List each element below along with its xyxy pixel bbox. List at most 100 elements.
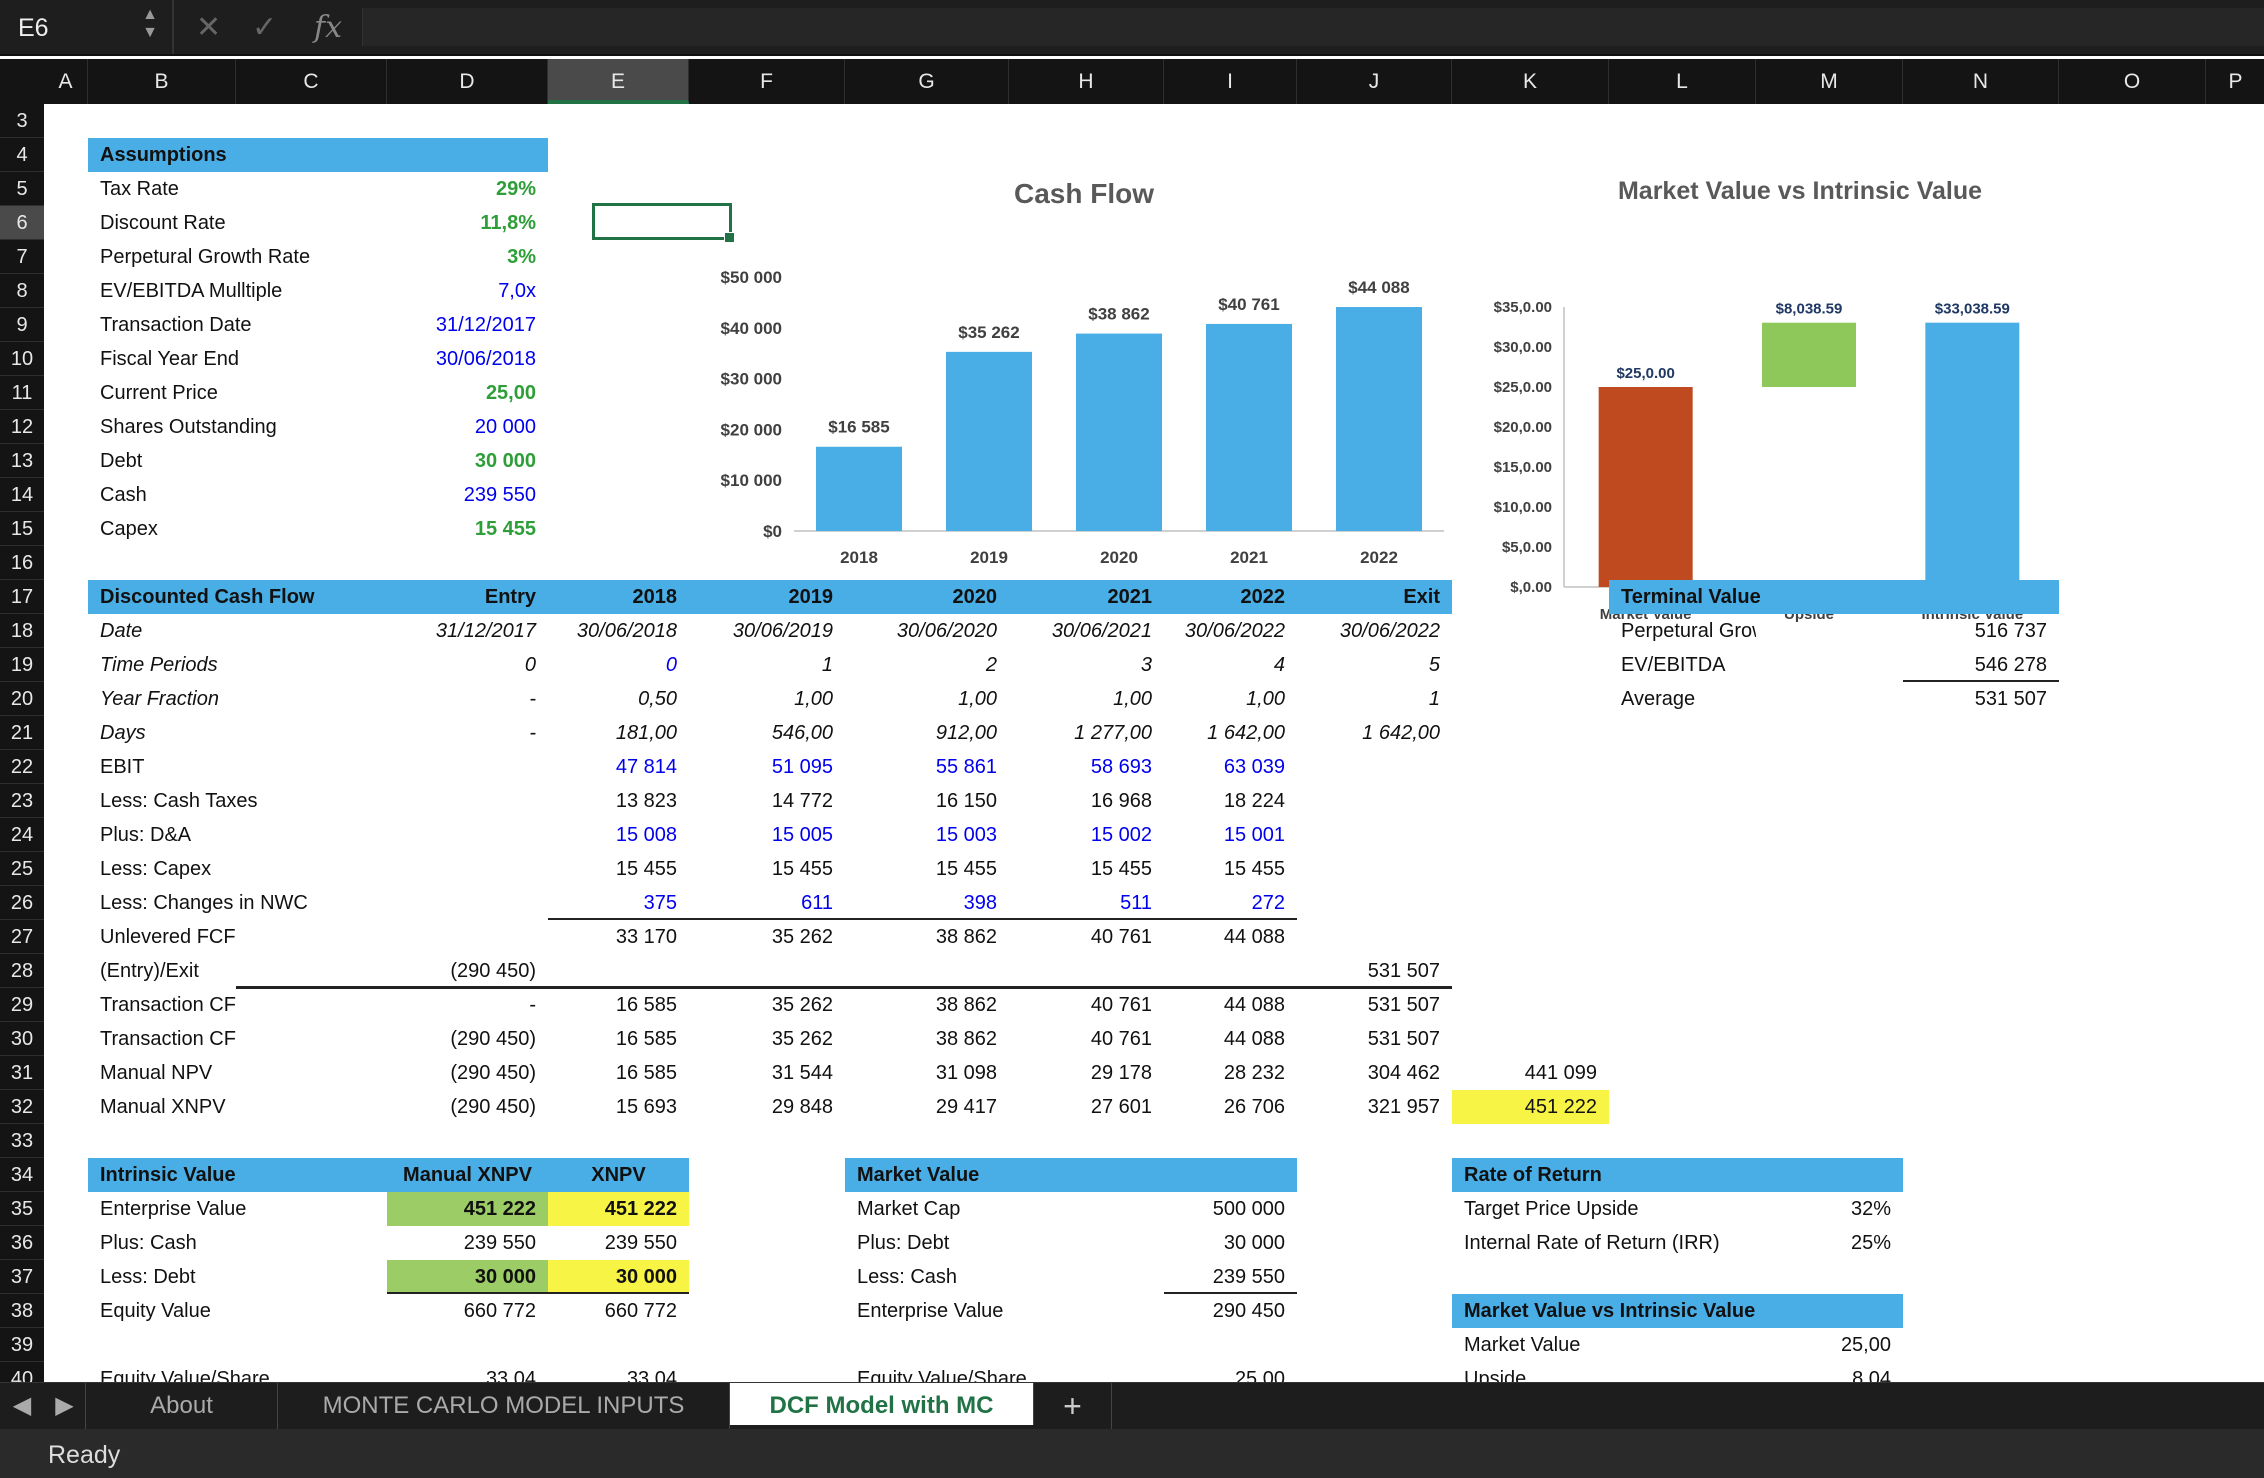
mv-vs-iv-value[interactable]: 8,04 bbox=[1852, 1368, 1891, 1382]
dcf-row-label[interactable]: Year Fraction bbox=[100, 688, 219, 710]
dcf-value[interactable]: 38 862 bbox=[935, 994, 997, 1016]
row-header-30[interactable]: 30 bbox=[0, 1022, 44, 1056]
dcf-row-label[interactable]: Manual NPV bbox=[100, 1062, 213, 1084]
dcf-value[interactable]: 30/06/2021 bbox=[1051, 620, 1152, 642]
dcf-value[interactable]: 546,00 bbox=[771, 722, 833, 744]
dcf-value[interactable]: 40 761 bbox=[1090, 1028, 1152, 1050]
assumption-label[interactable]: Perpetural Growth Rate bbox=[100, 246, 311, 268]
row-header-3[interactable]: 3 bbox=[0, 104, 44, 138]
dcf-value[interactable]: 30/06/2022 bbox=[1339, 620, 1440, 642]
terminal-value-label[interactable]: Average bbox=[1621, 688, 1696, 710]
dcf-row-label[interactable]: Transaction CF bbox=[100, 1028, 236, 1050]
assumption-label[interactable]: Debt bbox=[100, 450, 143, 472]
dcf-value[interactable]: 13 823 bbox=[615, 790, 677, 812]
xnpv-header[interactable]: XNPV bbox=[548, 1158, 689, 1192]
row-header-26[interactable]: 26 bbox=[0, 886, 44, 920]
column-header-b[interactable]: B bbox=[88, 59, 236, 104]
xnpv-value[interactable]: 30 000 bbox=[548, 1260, 689, 1294]
dcf-col-header[interactable]: 2022 bbox=[1164, 580, 1297, 614]
row-header-39[interactable]: 39 bbox=[0, 1328, 44, 1362]
dcf-value[interactable]: 40 761 bbox=[1090, 994, 1152, 1016]
market-value-value[interactable]: 25,00 bbox=[1234, 1368, 1285, 1382]
rate-of-return-label[interactable]: Internal Rate of Return (IRR) bbox=[1464, 1232, 1720, 1254]
dcf-row-label[interactable]: Plus: D&A bbox=[100, 824, 192, 846]
dcf-value[interactable]: 0 bbox=[665, 654, 677, 676]
dcf-value[interactable]: 26 706 bbox=[1223, 1096, 1285, 1118]
dcf-value[interactable]: 16 585 bbox=[615, 994, 677, 1016]
column-header-m[interactable]: M bbox=[1756, 59, 1903, 104]
terminal-value-header[interactable]: Terminal Value bbox=[1609, 580, 2059, 614]
dcf-value[interactable] bbox=[1297, 818, 1452, 852]
market-value-label[interactable]: Plus: Debt bbox=[857, 1232, 950, 1254]
assumption-label[interactable]: Discount Rate bbox=[100, 212, 226, 234]
mv-vs-iv-value[interactable]: 25,00 bbox=[1840, 1334, 1891, 1356]
dcf-col-header[interactable]: 2021 bbox=[1009, 580, 1164, 614]
intrinsic-value-label[interactable]: Equity Value/Share bbox=[100, 1368, 270, 1382]
dcf-value[interactable]: 0 bbox=[524, 654, 536, 676]
dcf-value[interactable]: 3 bbox=[1140, 654, 1152, 676]
dcf-value[interactable]: 31 544 bbox=[771, 1062, 833, 1084]
assumption-value[interactable]: 20 000 bbox=[474, 416, 536, 438]
dcf-value[interactable]: 33 170 bbox=[615, 926, 677, 948]
row-header-5[interactable]: 5 bbox=[0, 172, 44, 206]
dcf-value[interactable]: 16 150 bbox=[935, 790, 997, 812]
market-value-value[interactable]: 500 000 bbox=[1212, 1198, 1285, 1220]
row-header-38[interactable]: 38 bbox=[0, 1294, 44, 1328]
assumption-value[interactable]: 25,00 bbox=[485, 382, 536, 404]
assumption-label[interactable]: Transaction Date bbox=[100, 314, 252, 336]
npv-result[interactable]: 441 099 bbox=[1524, 1062, 1597, 1084]
dcf-value[interactable]: 15 455 bbox=[615, 858, 677, 880]
row-header-23[interactable]: 23 bbox=[0, 784, 44, 818]
selected-cell-e6[interactable] bbox=[592, 203, 735, 243]
dcf-row-label[interactable]: Transaction CF bbox=[100, 994, 236, 1016]
assumption-value[interactable]: 30/06/2018 bbox=[435, 348, 536, 370]
dcf-value[interactable]: 15 455 bbox=[1090, 858, 1152, 880]
dcf-row-label[interactable]: Less: Changes in NWC bbox=[100, 892, 308, 914]
dcf-value[interactable]: 38 862 bbox=[935, 1028, 997, 1050]
market-value-value[interactable]: 290 450 bbox=[1212, 1300, 1285, 1322]
rate-of-return-header[interactable]: Rate of Return bbox=[1452, 1158, 1903, 1192]
assumption-value[interactable]: 31/12/2017 bbox=[435, 314, 536, 336]
terminal-value-label[interactable]: EV/EBITDA bbox=[1621, 654, 1726, 676]
add-sheet-icon[interactable]: + bbox=[1034, 1383, 1112, 1429]
dcf-value[interactable]: 16 585 bbox=[615, 1028, 677, 1050]
dcf-row-label[interactable]: Days bbox=[100, 722, 146, 744]
formula-input[interactable] bbox=[362, 8, 2264, 46]
dcf-value[interactable]: 321 957 bbox=[1367, 1096, 1440, 1118]
column-header-l[interactable]: L bbox=[1609, 59, 1756, 104]
tab-dcf-model-with-mc[interactable]: DCF Model with MC bbox=[730, 1383, 1034, 1425]
dcf-col-header[interactable]: Exit bbox=[1297, 580, 1452, 614]
dcf-value[interactable]: 1 642,00 bbox=[1362, 722, 1440, 744]
dcf-row-label[interactable]: Date bbox=[100, 620, 143, 642]
dcf-value[interactable]: 47 814 bbox=[615, 756, 677, 778]
dcf-value[interactable] bbox=[387, 818, 548, 852]
dcf-value[interactable]: 0,50 bbox=[638, 688, 677, 710]
tab-monte-carlo-model-inputs[interactable]: MONTE CARLO MODEL INPUTS bbox=[278, 1383, 730, 1429]
dcf-value[interactable]: 1 bbox=[821, 654, 833, 676]
column-header-k[interactable]: K bbox=[1452, 59, 1609, 104]
rate-of-return-value[interactable]: 32% bbox=[1850, 1198, 1891, 1220]
row-header-9[interactable]: 9 bbox=[0, 308, 44, 342]
dcf-value[interactable]: 44 088 bbox=[1223, 994, 1285, 1016]
dcf-value[interactable]: 15 003 bbox=[935, 824, 997, 846]
dcf-value[interactable]: 44 088 bbox=[1223, 926, 1285, 948]
dcf-value[interactable]: 611 bbox=[689, 886, 845, 920]
dcf-value[interactable] bbox=[845, 954, 1009, 988]
terminal-value-label[interactable]: Perpetural Growth bbox=[1621, 620, 1756, 642]
dcf-value[interactable] bbox=[1009, 954, 1164, 988]
intrinsic-value-label[interactable]: Enterprise Value bbox=[100, 1198, 247, 1220]
dcf-value[interactable]: 2 bbox=[985, 654, 997, 676]
dcf-value[interactable] bbox=[1297, 784, 1452, 818]
row-header-6[interactable]: 6 bbox=[0, 206, 44, 240]
dcf-value[interactable]: 31 098 bbox=[935, 1062, 997, 1084]
dcf-value[interactable]: 58 693 bbox=[1090, 756, 1152, 778]
row-header-34[interactable]: 34 bbox=[0, 1158, 44, 1192]
dcf-value[interactable]: 15 001 bbox=[1223, 824, 1285, 846]
dcf-value[interactable]: - bbox=[529, 722, 536, 744]
dcf-value[interactable]: 1 277,00 bbox=[1074, 722, 1152, 744]
dcf-value[interactable]: 27 601 bbox=[1090, 1096, 1152, 1118]
market-value-header[interactable]: Market Value bbox=[845, 1158, 1297, 1192]
column-header-g[interactable]: G bbox=[845, 59, 1009, 104]
dcf-value[interactable]: 15 693 bbox=[615, 1096, 677, 1118]
row-header-32[interactable]: 32 bbox=[0, 1090, 44, 1124]
